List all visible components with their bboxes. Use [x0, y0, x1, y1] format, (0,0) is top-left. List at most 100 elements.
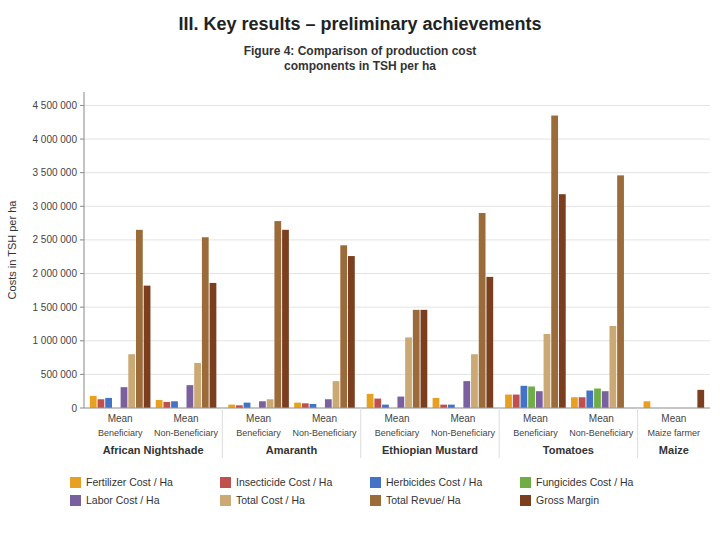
- bar: [340, 245, 347, 408]
- legend-swatch: [70, 495, 81, 506]
- legend-swatch: [220, 477, 231, 488]
- legend-label: Fertilizer Cost / Ha: [86, 476, 173, 488]
- bar: [609, 326, 616, 408]
- bar: [463, 381, 470, 408]
- x-tick-label: Non-Beneficiary: [569, 428, 634, 438]
- bar: [163, 402, 170, 408]
- bar: [397, 397, 404, 408]
- legend: Fertilizer Cost / Ha Insecticide Cost / H…: [70, 476, 634, 506]
- y-tick-label: 4 500 000: [33, 100, 78, 111]
- x-axis: Mean Beneficiary Mean Non-Beneficiary Mean Be…: [98, 408, 700, 458]
- y-tick: [80, 172, 84, 173]
- y-tick: [80, 307, 84, 308]
- bar: [586, 391, 593, 408]
- y-axis: 0500 0001 000 0001 500 0002 000 0002 500…: [33, 92, 711, 414]
- grid-line: [84, 172, 710, 173]
- x-sublabel: Mean: [174, 413, 199, 424]
- bar: [274, 221, 281, 408]
- grid-line: [84, 307, 710, 308]
- legend-label: Gross Margin: [536, 494, 599, 506]
- grid-line: [84, 239, 710, 240]
- bar: [187, 385, 194, 408]
- legend-label: Labor Cost / Ha: [86, 494, 160, 506]
- bar: [105, 398, 112, 408]
- x-sublabel: Mean: [312, 413, 337, 424]
- bar: [421, 310, 428, 408]
- legend-label: Total Revue/ Ha: [386, 494, 461, 506]
- group-separator: [499, 408, 500, 458]
- bar: [559, 194, 566, 408]
- bar: [294, 403, 301, 408]
- bar: [202, 237, 209, 408]
- bar: [267, 399, 274, 408]
- x-tick-label: Non-Beneficiary: [292, 428, 357, 438]
- legend-label: Insecticide Cost / Ha: [236, 476, 332, 488]
- bar: [382, 405, 389, 408]
- group-separator: [637, 408, 638, 458]
- bar: [244, 403, 251, 408]
- x-group-label: Amaranth: [266, 444, 318, 456]
- y-tick-label: 500 000: [41, 369, 78, 380]
- chart: III. Key results – preliminary achieveme…: [0, 0, 720, 540]
- bar: [374, 399, 381, 408]
- group-separator: [222, 408, 223, 458]
- legend-swatch: [520, 495, 531, 506]
- bars: [90, 116, 704, 408]
- bar: [144, 286, 151, 408]
- legend-label: Total Cost / Ha: [236, 494, 305, 506]
- y-tick: [80, 239, 84, 240]
- bar: [413, 310, 420, 408]
- bar: [479, 213, 486, 408]
- bar: [536, 391, 543, 408]
- y-tick-label: 4 000 000: [33, 134, 78, 145]
- legend-swatch: [220, 495, 231, 506]
- bar: [521, 386, 528, 408]
- x-tick-label: Non-Beneficiary: [154, 428, 219, 438]
- bar: [194, 363, 201, 408]
- bar: [348, 256, 355, 408]
- grid-line: [84, 105, 710, 106]
- bar: [471, 354, 478, 408]
- y-tick-label: 1 500 000: [33, 302, 78, 313]
- bar: [405, 337, 412, 408]
- bar: [210, 283, 217, 408]
- legend-swatch: [70, 477, 81, 488]
- y-tick-label: 0: [71, 403, 77, 414]
- subtitle: Figure 4: Comparison of production costc…: [244, 44, 477, 73]
- grid-line: [84, 206, 710, 207]
- y-tick: [80, 340, 84, 341]
- x-sublabel: Mean: [523, 413, 548, 424]
- legend-swatch: [370, 495, 381, 506]
- bar: [544, 334, 551, 408]
- x-tick-label: Maize farmer: [648, 428, 701, 438]
- x-group-label: Ethiopian Mustard: [382, 444, 478, 456]
- bar: [579, 397, 586, 408]
- y-tick: [80, 408, 84, 409]
- y-tick: [80, 139, 84, 140]
- x-tick-label: Non-Beneficiary: [431, 428, 496, 438]
- legend-label: Fungicides Cost / Ha: [536, 476, 634, 488]
- x-tick-label: Beneficiary: [98, 428, 143, 438]
- x-sublabel: Mean: [246, 413, 271, 424]
- bar: [440, 405, 447, 408]
- legend-swatch: [370, 477, 381, 488]
- bar: [602, 391, 609, 408]
- bar: [367, 394, 374, 408]
- bar: [513, 395, 520, 408]
- grid-line: [84, 273, 710, 274]
- bar: [486, 277, 493, 408]
- x-axis-line: [84, 408, 710, 409]
- grid-line: [84, 408, 710, 409]
- x-group-label: Tomatoes: [543, 444, 594, 456]
- bar: [448, 405, 455, 408]
- bar: [156, 400, 163, 408]
- bar: [433, 398, 440, 408]
- bar: [505, 395, 512, 408]
- legend-swatch: [520, 477, 531, 488]
- legend-label: Herbicides Cost / Ha: [386, 476, 482, 488]
- title: III. Key results – preliminary achieveme…: [178, 14, 541, 34]
- bar: [259, 401, 266, 408]
- x-tick-label: Beneficiary: [375, 428, 420, 438]
- x-group-label: Maize: [659, 444, 689, 456]
- y-tick-label: 1 000 000: [33, 335, 78, 346]
